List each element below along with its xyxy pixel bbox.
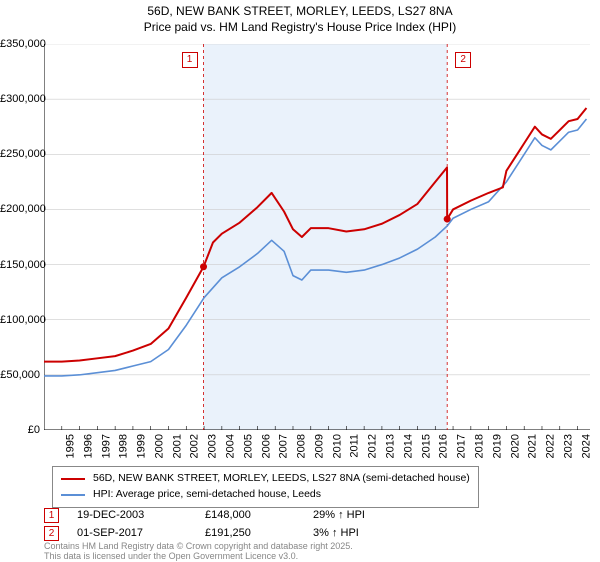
x-tick-label: 2000 xyxy=(153,434,165,458)
chart-title: 56D, NEW BANK STREET, MORLEY, LEEDS, LS2… xyxy=(0,0,600,35)
plot-svg xyxy=(44,44,590,430)
x-tick-label: 2019 xyxy=(491,434,503,458)
x-tick-label: 1995 xyxy=(64,434,76,458)
chart-container: 56D, NEW BANK STREET, MORLEY, LEEDS, LS2… xyxy=(0,0,600,560)
x-tick-label: 1997 xyxy=(100,434,112,458)
footer-line2: This data is licensed under the Open Gov… xyxy=(44,551,298,561)
legend-text: 56D, NEW BANK STREET, MORLEY, LEEDS, LS2… xyxy=(93,471,470,487)
sale-row-price: £148,000 xyxy=(205,509,295,521)
x-tick-label: 2024 xyxy=(580,434,592,458)
y-tick-label: £350,000 xyxy=(0,38,40,50)
x-tick-label: 1998 xyxy=(118,434,130,458)
x-tick-label: 1999 xyxy=(136,434,148,458)
title-line2: Price paid vs. HM Land Registry's House … xyxy=(144,20,456,34)
x-tick-label: 2001 xyxy=(171,434,183,458)
x-tick-label: 2023 xyxy=(562,434,574,458)
legend-row: HPI: Average price, semi-detached house,… xyxy=(61,487,470,503)
x-tick-label: 2016 xyxy=(438,434,450,458)
legend-row: 56D, NEW BANK STREET, MORLEY, LEEDS, LS2… xyxy=(61,471,470,487)
x-tick-label: 2022 xyxy=(545,434,557,458)
sale-marker-1: 1 xyxy=(182,52,198,68)
x-tick-label: 1996 xyxy=(82,434,94,458)
footer-attribution: Contains HM Land Registry data © Crown c… xyxy=(44,542,353,562)
legend: 56D, NEW BANK STREET, MORLEY, LEEDS, LS2… xyxy=(52,466,479,508)
sale-row-marker: 1 xyxy=(44,508,59,523)
legend-text: HPI: Average price, semi-detached house,… xyxy=(93,487,321,503)
x-tick-label: 2020 xyxy=(509,434,521,458)
sale-row-delta: 3% ↑ HPI xyxy=(313,527,359,539)
x-tick-label: 2009 xyxy=(313,434,325,458)
x-tick-label: 2012 xyxy=(367,434,379,458)
sale-row-date: 01-SEP-2017 xyxy=(77,527,187,539)
x-tick-label: 2021 xyxy=(527,434,539,458)
y-tick-label: £250,000 xyxy=(0,148,40,160)
title-line1: 56D, NEW BANK STREET, MORLEY, LEEDS, LS2… xyxy=(147,4,452,18)
sale-row: 1 19-DEC-2003 £148,000 29% ↑ HPI xyxy=(44,506,365,524)
x-tick-label: 2007 xyxy=(278,434,290,458)
sale-row: 2 01-SEP-2017 £191,250 3% ↑ HPI xyxy=(44,524,365,542)
x-tick-label: 2015 xyxy=(420,434,432,458)
footer-line1: Contains HM Land Registry data © Crown c… xyxy=(44,541,353,551)
plot-area xyxy=(44,44,590,430)
x-tick-label: 2011 xyxy=(348,434,360,458)
y-tick-label: £200,000 xyxy=(0,203,40,215)
legend-swatch xyxy=(61,478,85,480)
x-tick-label: 2002 xyxy=(189,434,201,458)
x-tick-label: 2018 xyxy=(474,434,486,458)
x-tick-label: 2008 xyxy=(296,434,308,458)
y-tick-label: £300,000 xyxy=(0,93,40,105)
y-tick-label: £100,000 xyxy=(0,314,40,326)
x-tick-label: 2014 xyxy=(402,434,414,458)
y-tick-label: £50,000 xyxy=(0,369,40,381)
legend-swatch xyxy=(61,494,85,496)
x-tick-label: 2013 xyxy=(385,434,397,458)
sale-row-delta: 29% ↑ HPI xyxy=(313,509,365,521)
sale-marker-2: 2 xyxy=(455,52,471,68)
sale-row-date: 19-DEC-2003 xyxy=(77,509,187,521)
x-tick-label: 2004 xyxy=(225,434,237,458)
y-tick-label: £0 xyxy=(0,424,40,436)
x-tick-label: 2006 xyxy=(260,434,272,458)
x-tick-label: 2005 xyxy=(242,434,254,458)
x-tick-label: 2017 xyxy=(456,434,468,458)
y-tick-label: £150,000 xyxy=(0,259,40,271)
sale-table: 1 19-DEC-2003 £148,000 29% ↑ HPI 2 01-SEP-201… xyxy=(44,506,365,542)
sale-row-marker: 2 xyxy=(44,526,59,541)
x-tick-label: 2010 xyxy=(331,434,343,458)
sale-row-price: £191,250 xyxy=(205,527,295,539)
x-tick-label: 2003 xyxy=(207,434,219,458)
